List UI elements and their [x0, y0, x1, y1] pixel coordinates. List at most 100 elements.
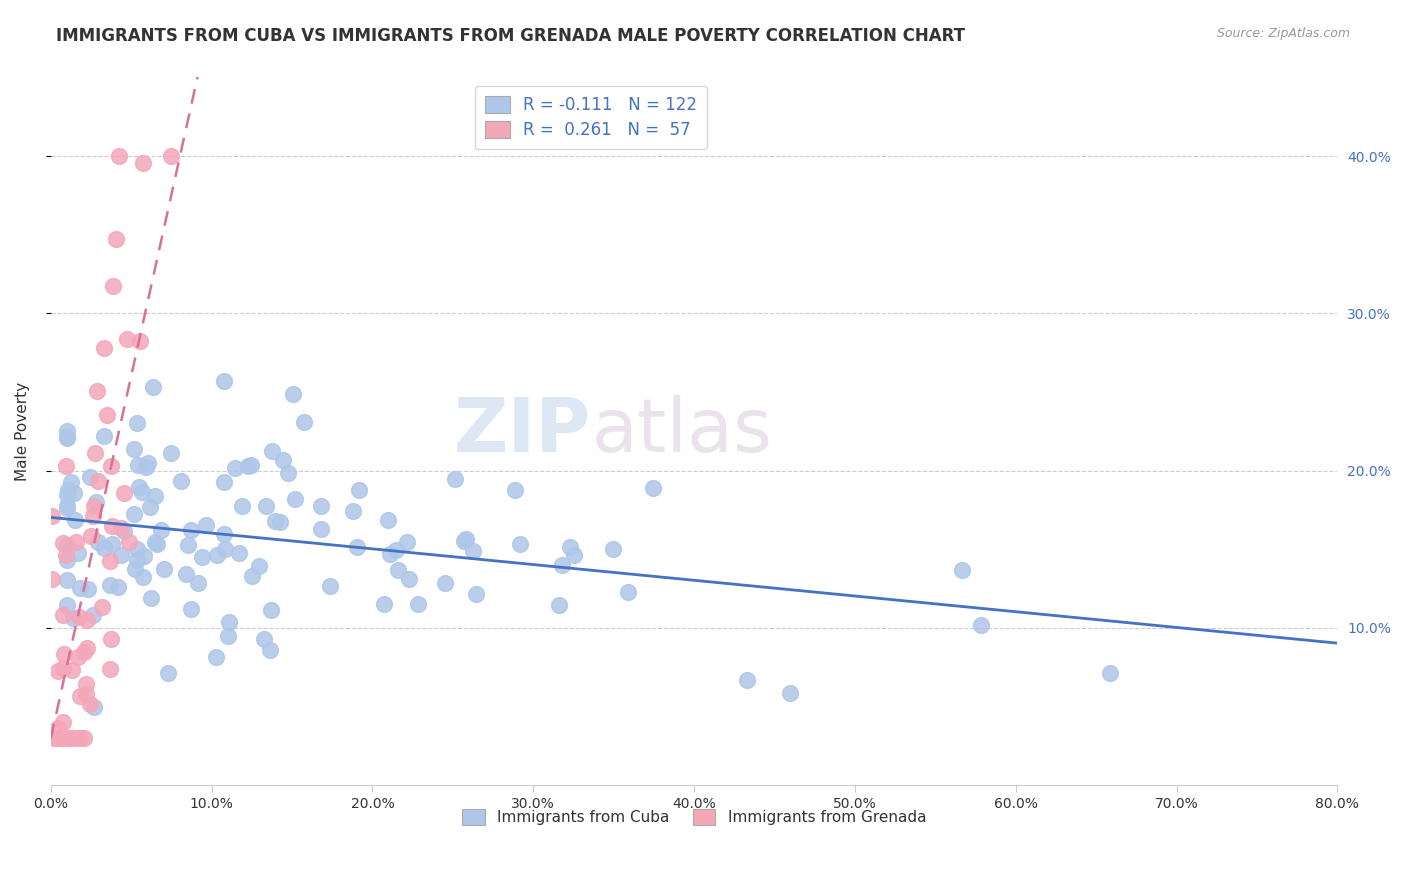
Point [112, 486, 135, 500]
Point [60, 664, 83, 678]
Point [56, 731, 79, 745]
Point [69, 581, 91, 595]
Point [461, 544, 484, 558]
Point [127, 542, 149, 557]
Point [98, 554, 121, 568]
Point [67, 649, 90, 664]
Point [187, 575, 209, 590]
Point [127, 417, 149, 431]
Point [100, 632, 122, 647]
Point [110, 521, 132, 535]
Point [309, 499, 332, 513]
Point [46, 664, 69, 678]
Point [252, 632, 274, 646]
Point [80, 529, 103, 543]
Point [41, 508, 63, 523]
Point [509, 537, 531, 551]
Point [180, 602, 202, 616]
Point [101, 278, 124, 293]
Point [76, 641, 98, 656]
Point [86, 384, 108, 399]
Point [212, 374, 235, 388]
Point [271, 452, 294, 467]
Point [207, 548, 229, 562]
Point [63, 513, 86, 527]
Point [177, 538, 200, 552]
Point [218, 615, 240, 630]
Point [139, 591, 162, 605]
Point [42, 731, 65, 745]
Point [128, 480, 150, 494]
Point [48, 731, 70, 745]
Point [100, 577, 122, 591]
Point [93, 429, 115, 443]
Point [465, 586, 488, 600]
Legend: Immigrants from Cuba, Immigrants from Grenada: Immigrants from Cuba, Immigrants from Gr… [453, 800, 935, 834]
Text: IMMIGRANTS FROM CUBA VS IMMIGRANTS FROM GRENADA MALE POVERTY CORRELATION CHART: IMMIGRANTS FROM CUBA VS IMMIGRANTS FROM … [56, 27, 966, 45]
Point [115, 332, 138, 346]
Point [56, 424, 79, 438]
Point [67, 546, 90, 560]
Point [236, 458, 259, 473]
Point [143, 489, 166, 503]
Point [231, 500, 253, 514]
Point [84, 495, 107, 509]
Point [284, 491, 307, 506]
Point [377, 513, 399, 527]
Point [69, 689, 91, 703]
Point [228, 546, 250, 560]
Point [124, 442, 146, 456]
Point [56, 488, 79, 502]
Point [48, 731, 70, 745]
Point [132, 549, 155, 563]
Point [1099, 665, 1122, 680]
Point [52, 715, 75, 730]
Point [73, 645, 96, 659]
Point [146, 537, 169, 551]
Point [277, 466, 299, 480]
Point [139, 500, 162, 514]
Point [443, 472, 465, 486]
Point [292, 415, 315, 429]
Point [145, 535, 167, 549]
Point [454, 532, 477, 546]
Point [262, 444, 284, 458]
Point [101, 536, 124, 550]
Point [346, 540, 368, 554]
Point [217, 630, 239, 644]
Point [56, 598, 79, 612]
Point [52, 607, 75, 622]
Point [127, 458, 149, 473]
Point [160, 149, 183, 163]
Point [214, 527, 236, 541]
Point [72, 731, 94, 745]
Point [108, 149, 131, 163]
Y-axis label: Male Poverty: Male Poverty [15, 382, 30, 481]
Point [190, 549, 212, 564]
Point [562, 548, 585, 562]
Point [112, 524, 135, 538]
Point [152, 561, 174, 575]
Point [93, 541, 115, 555]
Point [101, 518, 124, 533]
Point [204, 650, 226, 665]
Point [56, 430, 79, 444]
Point [55, 458, 77, 473]
Point [52, 536, 75, 550]
Point [82, 608, 104, 623]
Point [135, 459, 157, 474]
Point [180, 523, 202, 537]
Point [124, 562, 146, 576]
Point [56, 573, 79, 587]
Point [62, 611, 84, 625]
Point [51, 731, 73, 745]
Point [60, 731, 83, 745]
Point [503, 483, 526, 497]
Point [56, 538, 79, 552]
Point [79, 470, 101, 484]
Point [195, 518, 218, 533]
Point [378, 547, 401, 561]
Point [65, 535, 87, 549]
Point [239, 458, 262, 472]
Point [269, 515, 291, 529]
